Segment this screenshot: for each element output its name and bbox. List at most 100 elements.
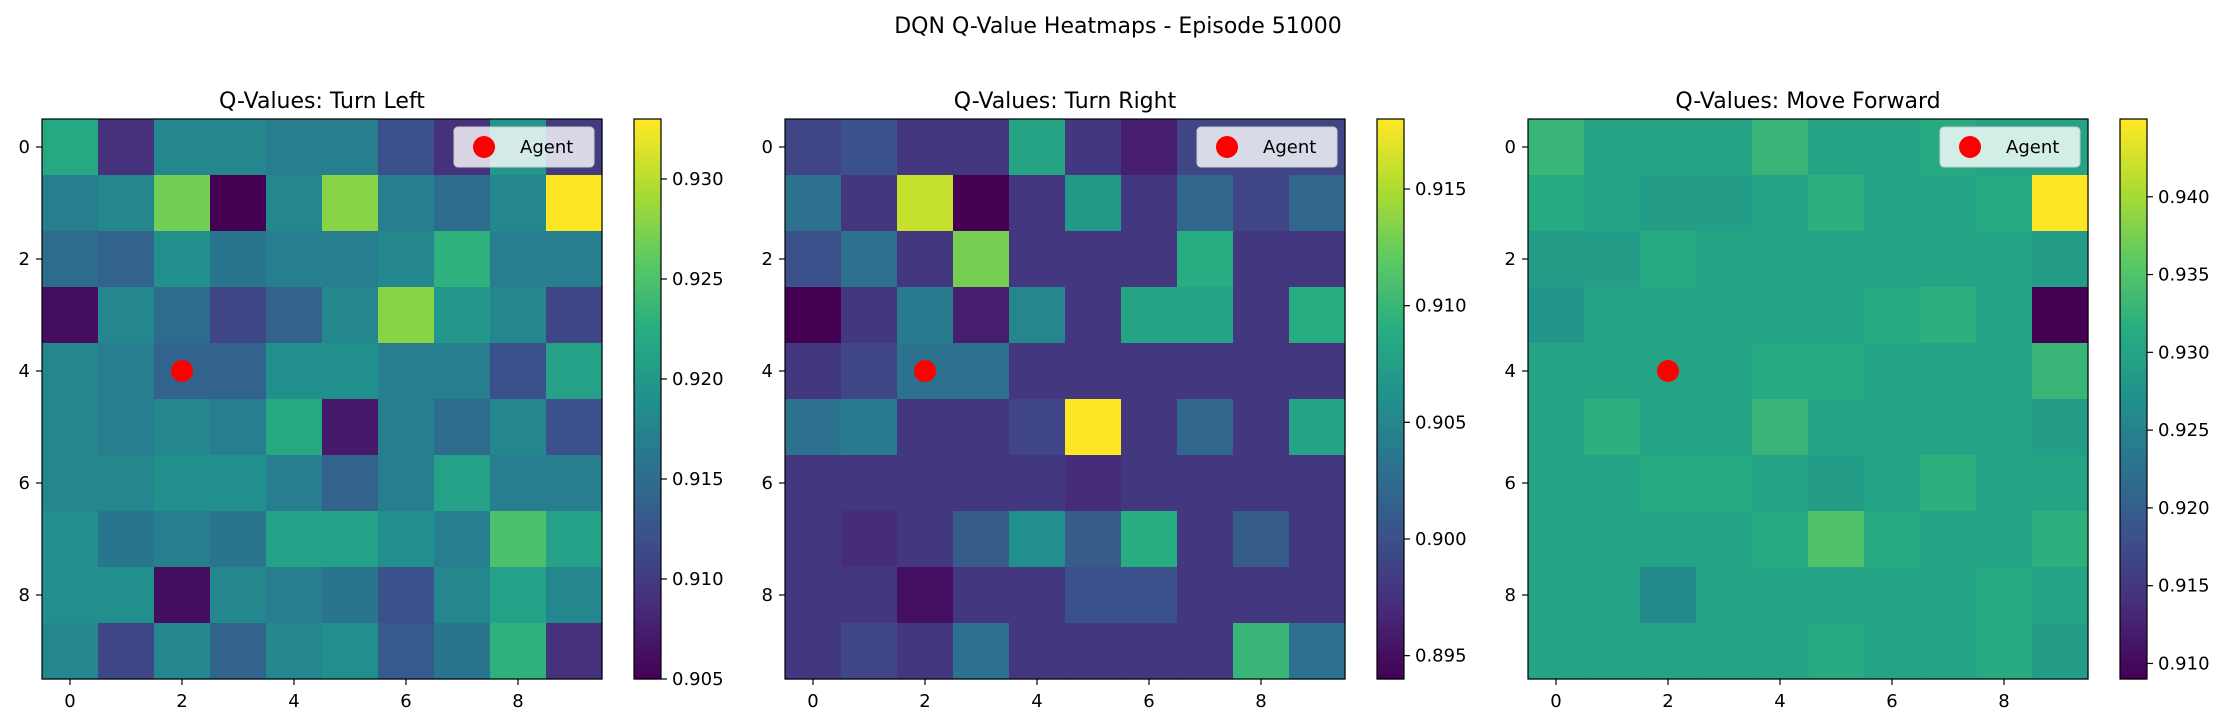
colorbar-segment (634, 269, 661, 275)
heatmap-cell (1528, 175, 1585, 232)
colorbar-segment (634, 119, 661, 125)
heatmap-cell (1289, 455, 1346, 512)
colorbar-segment (634, 469, 661, 475)
colorbar-segment (2120, 559, 2147, 565)
colorbar-segment (634, 649, 661, 655)
heatmap-cell (42, 623, 99, 680)
heatmap-cell (1233, 287, 1290, 344)
colorbar-segment (634, 589, 661, 595)
heatmap-cell (1976, 455, 2033, 512)
legend-label: Agent (520, 137, 573, 158)
plot-frame (41, 118, 603, 680)
legend-agent-marker (473, 136, 495, 158)
heatmap-cell (322, 511, 379, 568)
heatmap-cell (1640, 399, 1697, 456)
colorbar-segment (2120, 119, 2147, 125)
colorbar-segment (2120, 514, 2147, 520)
colorbar-segment (2120, 264, 2147, 270)
heatmap-cell (378, 287, 435, 344)
colorbar-segment (634, 499, 661, 505)
colorbar-segment (1377, 239, 1404, 245)
colorbar-segment (2120, 669, 2147, 675)
colorbar-segment (2120, 319, 2147, 325)
colorbar-segment (1377, 134, 1404, 140)
colorbar-segment (2120, 489, 2147, 495)
colorbar-tick-label: 0.905 (1415, 412, 1467, 433)
heatmap-cell (953, 231, 1010, 288)
heatmap-cell (1065, 399, 1122, 456)
heatmap-cell (210, 287, 267, 344)
heatmap-cell (1920, 623, 1977, 680)
heatmap-cell (1808, 119, 1865, 176)
colorbar-segment (1377, 559, 1404, 565)
heatmap-cell (1976, 175, 2033, 232)
colorbar-segment (2120, 574, 2147, 580)
heatmap-cell (1864, 119, 1921, 176)
colorbar-segment (2120, 674, 2147, 680)
heatmap-cell (434, 455, 491, 512)
colorbar-segment (2120, 479, 2147, 485)
heatmap-cell (1009, 511, 1066, 568)
colorbar-segment (634, 169, 661, 175)
colorbar-segment (634, 544, 661, 550)
colorbar-segment (634, 184, 661, 190)
heatmap-cell (1528, 511, 1585, 568)
colorbar-segment (1377, 539, 1404, 545)
heatmap-cell (1009, 343, 1066, 400)
heatmap-cell (1808, 287, 1865, 344)
colorbar-segment (2120, 499, 2147, 505)
heatmap-cell (2032, 567, 2089, 624)
heatmap-cell (897, 231, 954, 288)
heatmap-cell (1177, 175, 1234, 232)
heatmap-cell (841, 623, 898, 680)
heatmap-cell (785, 343, 842, 400)
colorbar-segment (634, 464, 661, 470)
heatmap-cell (1289, 231, 1346, 288)
x-tick-label: 8 (512, 691, 523, 712)
heatmap-cell (1864, 231, 1921, 288)
colorbar-segment (1377, 424, 1404, 430)
colorbar-segment (1377, 444, 1404, 450)
heatmap-cell (1976, 231, 2033, 288)
heatmap-cell (1528, 119, 1585, 176)
heatmap-cell (322, 287, 379, 344)
heatmap-cell (1177, 623, 1234, 680)
heatmap-cell (1584, 175, 1641, 232)
colorbar-segment (1377, 619, 1404, 625)
colorbar-tick-label: 0.915 (672, 469, 724, 490)
colorbar-segment (2120, 414, 2147, 420)
heatmap-cell (1752, 287, 1809, 344)
colorbar-segment (634, 439, 661, 445)
heatmap-cell (1065, 175, 1122, 232)
x-tick-label: 4 (1774, 691, 1785, 712)
heatmap-cell (1121, 287, 1178, 344)
y-tick-label: 8 (1505, 585, 1516, 606)
colorbar-segment (2120, 184, 2147, 190)
heatmap-cell (378, 567, 435, 624)
colorbar-segment (634, 219, 661, 225)
colorbar-segment (1377, 609, 1404, 615)
colorbar-tick-label: 0.910 (1415, 296, 1467, 317)
heatmap-cell (546, 231, 603, 288)
plot-frame (784, 118, 1346, 680)
heatmap-cell (1233, 231, 1290, 288)
colorbar-segment (634, 414, 661, 420)
colorbar-segment (2120, 624, 2147, 630)
heatmap-cell (98, 567, 155, 624)
colorbar-tick-label: 0.925 (2158, 420, 2210, 441)
heatmap-cell (546, 399, 603, 456)
heatmap-cell (1640, 455, 1697, 512)
colorbar-segment (634, 579, 661, 585)
heatmap-cell (210, 623, 267, 680)
colorbar-segment (634, 224, 661, 230)
colorbar-segment (634, 309, 661, 315)
heatmap-cell (322, 119, 379, 176)
colorbar-segment (2120, 229, 2147, 235)
colorbar-segment (634, 399, 661, 405)
legend-agent-marker (1216, 136, 1238, 158)
heatmap-cell (953, 175, 1010, 232)
colorbar-segment (2120, 449, 2147, 455)
colorbar-segment (2120, 379, 2147, 385)
colorbar-segment (1377, 364, 1404, 370)
colorbar-segment (1377, 334, 1404, 340)
